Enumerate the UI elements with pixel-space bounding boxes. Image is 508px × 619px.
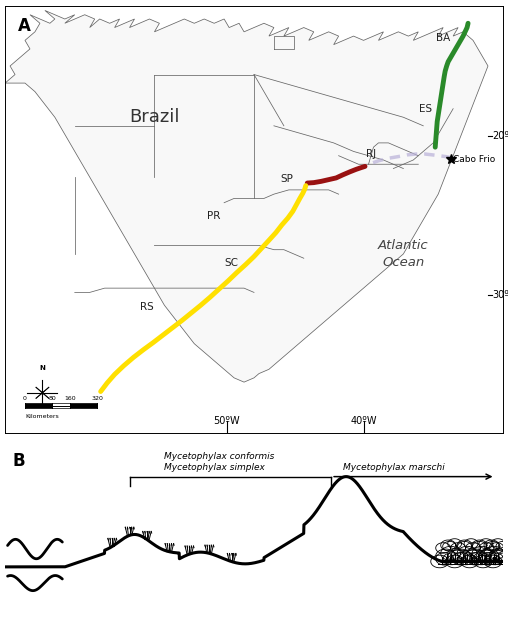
Text: PR: PR bbox=[207, 210, 221, 220]
Text: 320: 320 bbox=[91, 396, 103, 401]
Text: RS: RS bbox=[140, 302, 154, 313]
Text: Atlantic
Ocean: Atlantic Ocean bbox=[378, 239, 429, 269]
Text: 50ºW: 50ºW bbox=[213, 416, 240, 426]
Text: Cabo Frio: Cabo Frio bbox=[453, 155, 495, 163]
Text: Brazil: Brazil bbox=[129, 108, 180, 126]
Polygon shape bbox=[5, 11, 488, 382]
Text: 160: 160 bbox=[64, 396, 76, 401]
Text: Mycetophylax conformis
Mycetophylax simplex: Mycetophylax conformis Mycetophylax simp… bbox=[165, 452, 275, 472]
Text: SP: SP bbox=[280, 174, 293, 184]
Text: 0: 0 bbox=[23, 396, 27, 401]
Text: ES: ES bbox=[419, 104, 432, 114]
Bar bbox=[52, 404, 70, 408]
Text: 30ºS: 30ºS bbox=[492, 290, 508, 300]
Text: BA: BA bbox=[436, 33, 450, 43]
Text: Kilometers: Kilometers bbox=[25, 414, 59, 419]
Text: B: B bbox=[13, 452, 25, 470]
Text: N: N bbox=[40, 365, 45, 371]
Text: 80: 80 bbox=[48, 396, 56, 401]
Text: A: A bbox=[17, 17, 30, 35]
Text: 40ºW: 40ºW bbox=[351, 416, 377, 426]
Bar bbox=[70, 404, 97, 408]
Text: RJ: RJ bbox=[366, 149, 376, 158]
Text: SC: SC bbox=[225, 258, 239, 267]
Bar bbox=[25, 404, 52, 408]
Text: Mycetophylax marschi: Mycetophylax marschi bbox=[342, 463, 444, 472]
Text: 20ºW: 20ºW bbox=[492, 131, 508, 142]
